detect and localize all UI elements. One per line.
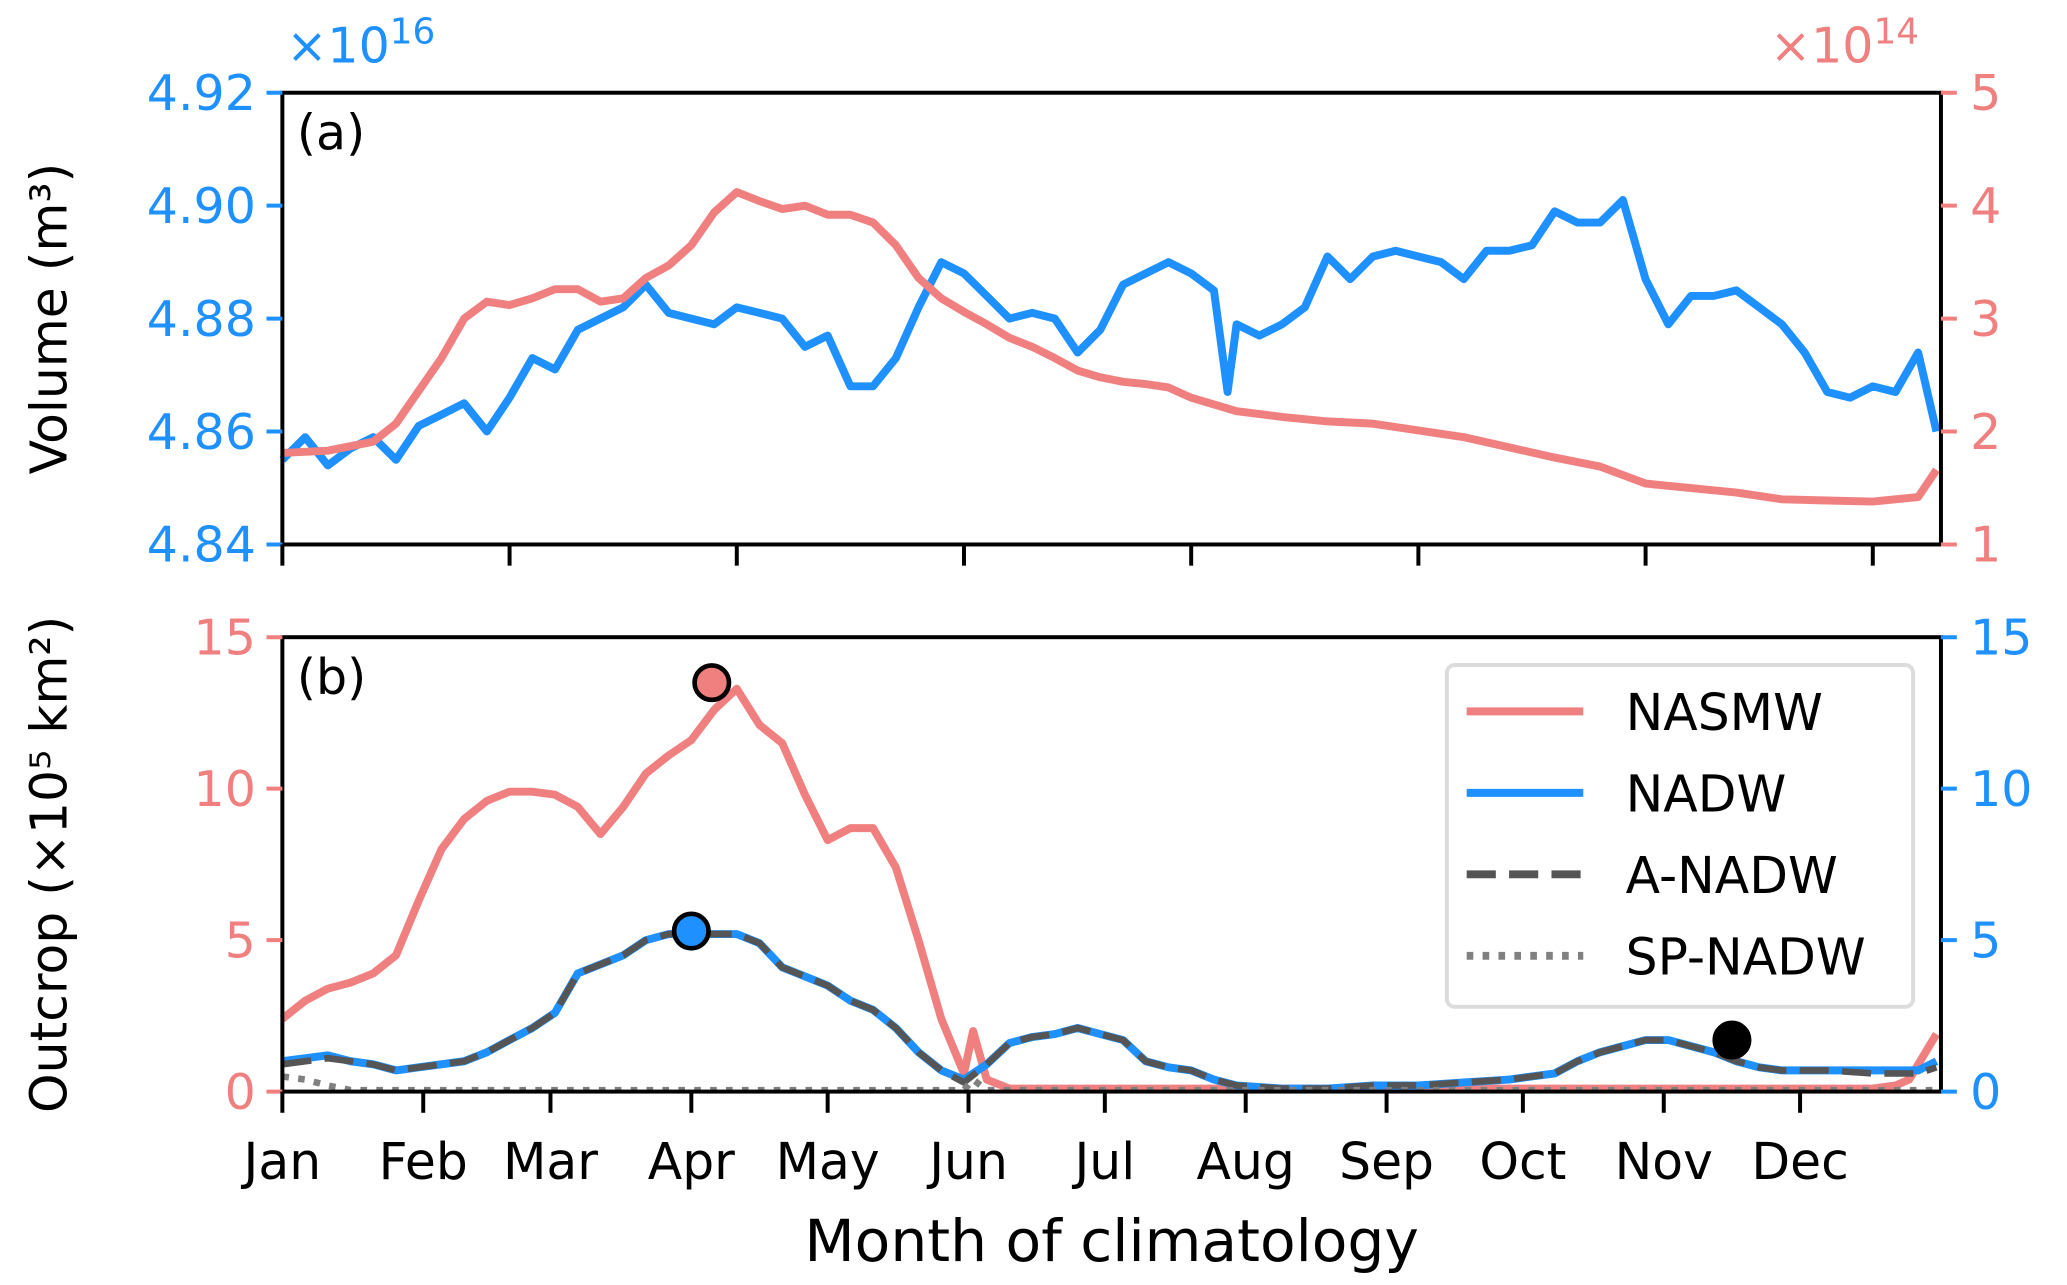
right-axis-tick-label: 2 (1970, 404, 2001, 461)
x-axis-tick-label-mar: Mar (503, 1132, 598, 1191)
x-axis-tick-label-jan: Jan (241, 1132, 322, 1191)
right-axis-tick-label: 0 (1970, 1064, 2001, 1121)
x-axis-tick-label-dec: Dec (1751, 1132, 1848, 1191)
x-axis-label: Month of climatology (804, 1207, 1419, 1275)
legend: NASMW NADW A-NADW SP-NADW (1444, 663, 1916, 1009)
marker-a_nadw (1712, 1020, 1752, 1060)
left-axis-tick-label: 5 (225, 912, 256, 969)
right-axis-tick-label: 3 (1970, 291, 2001, 348)
y-axis-label: Outcrop (×10⁵ km²) (19, 616, 78, 1113)
right-axis-tick-label: 5 (1970, 65, 2001, 122)
y-axis-label: Volume (m³) (19, 163, 78, 475)
legend-label: NASMW (1626, 683, 1823, 742)
x-axis-tick-label-sep: Sep (1339, 1132, 1434, 1191)
x-axis-tick-label-jun: Jun (926, 1132, 1008, 1191)
plot-frame (280, 90, 1943, 547)
x-axis-tick-label-feb: Feb (379, 1132, 468, 1191)
right-axis-tick-label: 5 (1970, 912, 2001, 969)
legend-box (1444, 663, 1916, 1009)
x-axis-tick-label-jul: Jul (1071, 1132, 1135, 1191)
left-axis-tick-label: 0 (225, 1064, 256, 1121)
left-axis-tick-label: 15 (194, 609, 256, 666)
left-axis-tick-label: 10 (194, 761, 256, 818)
offset-exponent: 14 (1873, 12, 1919, 53)
x-axis-tick-label-oct: Oct (1479, 1132, 1566, 1191)
left-axis-offset-label: ×1016 (286, 12, 435, 75)
plot-frame (280, 635, 1943, 1094)
left-axis-tick-label: 4.86 (147, 404, 256, 461)
series-nasmw-line (282, 188, 1940, 506)
marker-nasmw (692, 663, 732, 703)
left-axis-tick-label: 4.84 (147, 517, 256, 574)
panel-label: (b) (297, 649, 366, 706)
left-axis-tick-label: 4.92 (147, 65, 256, 122)
left-axis-tick-label: 4.88 (147, 291, 256, 348)
x-axis-tick-label-aug: Aug (1197, 1132, 1295, 1191)
legend-label: A-NADW (1626, 846, 1838, 905)
right-axis-tick-label: 4 (1970, 178, 2001, 235)
panel-label: (a) (297, 105, 365, 162)
panel-b: 0 5 10 15 0 5 10 15 Jan Feb Mar Apr May Jun Jul Aug Sep O… (19, 609, 2032, 1191)
left-axis-tick-label: 4.90 (147, 178, 256, 235)
legend-label: NADW (1626, 764, 1787, 823)
series-nadw-line (279, 196, 1941, 470)
right-axis-tick-label: 15 (1970, 609, 2032, 666)
x-axis-tick-label-may: May (776, 1132, 880, 1191)
x-axis-tick-label-nov: Nov (1615, 1132, 1713, 1191)
marker-nadw (671, 911, 711, 951)
offset-exponent: 16 (390, 12, 436, 53)
x-axis-tick-label-apr: Apr (648, 1132, 735, 1191)
right-axis-offset-label: ×1014 (1770, 12, 1919, 75)
right-axis-tick-label: 1 (1970, 517, 2001, 574)
panel-a: 4.84 4.86 4.88 4.90 4.92 ×1016 1 2 3 4 5 ×1014 (a) Vo… (19, 12, 2001, 574)
right-axis-tick-label: 10 (1970, 761, 2032, 818)
series-a_nadw-line (281, 930, 1938, 1092)
legend-label: SP-NADW (1626, 927, 1866, 986)
